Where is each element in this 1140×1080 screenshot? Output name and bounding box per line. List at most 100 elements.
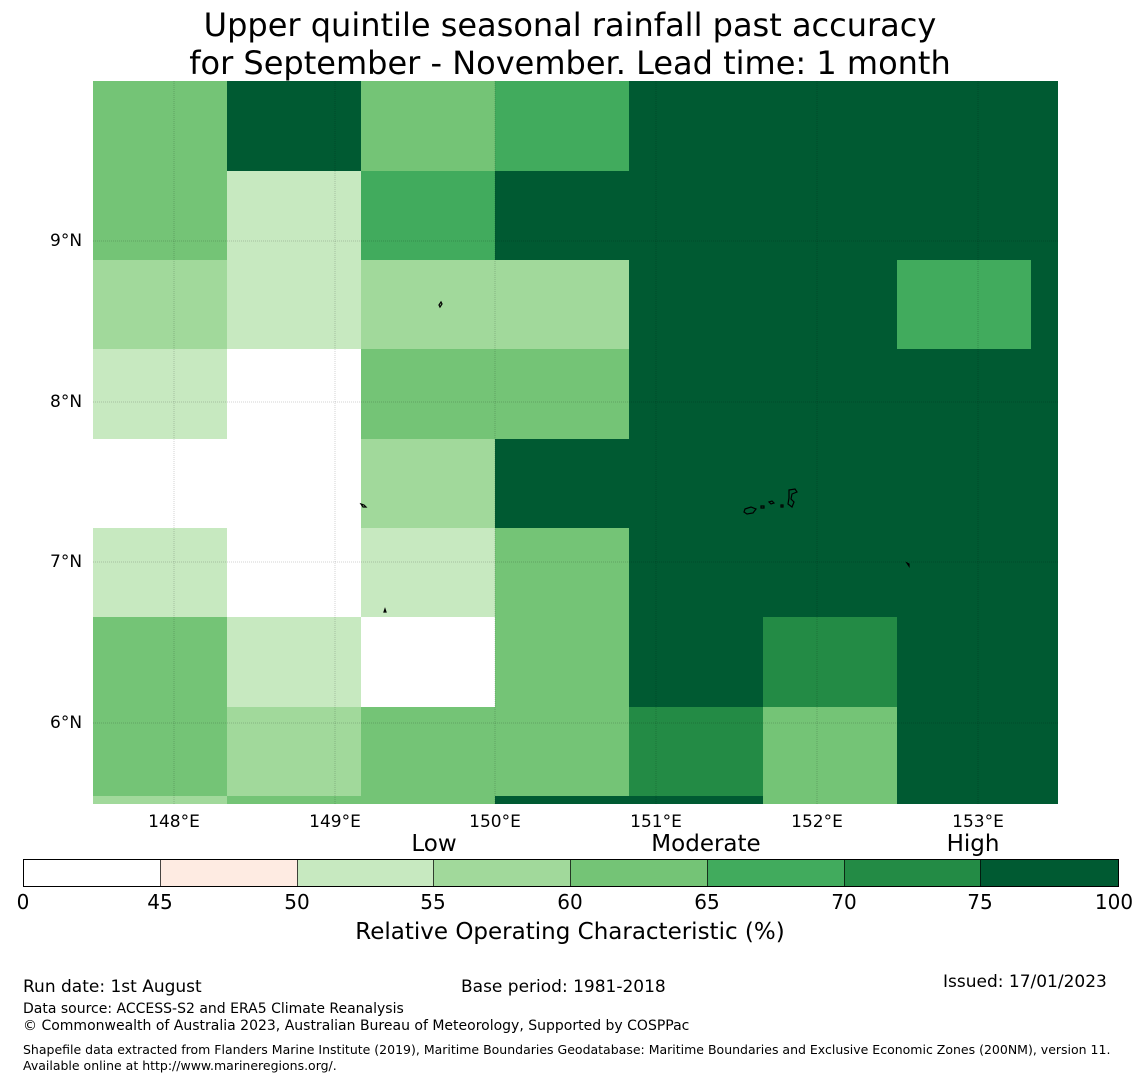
lon-label-148e: 148°E xyxy=(148,812,200,832)
map-cell xyxy=(897,707,1031,796)
colorbar-title: Relative Operating Characteristic (%) xyxy=(355,919,785,945)
category-high-label: High xyxy=(946,831,1000,857)
map-cell xyxy=(361,81,495,171)
island-outline xyxy=(383,607,387,613)
lon-label-153e: 153°E xyxy=(952,812,1004,832)
map-cell xyxy=(763,528,897,617)
map-cell xyxy=(763,349,897,439)
lat-label-9n: 9°N xyxy=(50,231,83,251)
map-cell xyxy=(361,707,495,796)
colorbar-segment xyxy=(297,859,434,887)
island-outline xyxy=(787,488,798,508)
shapefile-credit: Shapefile data extracted from Flanders M… xyxy=(23,1042,1111,1073)
map-cell xyxy=(763,617,897,707)
map-cell xyxy=(93,707,227,796)
map-cell xyxy=(361,796,495,804)
map-cell xyxy=(227,81,361,171)
map-cell xyxy=(227,439,361,528)
map-cell xyxy=(227,171,361,260)
map-cell xyxy=(227,796,361,804)
map-cell xyxy=(629,796,763,804)
lat-label-6n: 6°N xyxy=(50,713,83,733)
copyright: © Commonwealth of Australia 2023, Austra… xyxy=(23,1018,690,1034)
map-cell xyxy=(629,528,763,617)
colorbar-segment xyxy=(570,859,708,887)
map-cell xyxy=(897,528,1031,617)
colorbar-outline xyxy=(23,859,1119,887)
map-cell xyxy=(227,260,361,349)
colorbar-tick-0: 0 xyxy=(16,890,30,914)
lat-label-7n: 7°N xyxy=(50,552,83,572)
map-cell xyxy=(361,349,495,439)
map-cell xyxy=(93,617,227,707)
map-cell xyxy=(1031,260,1058,349)
map-cell xyxy=(897,796,1031,804)
map-cell xyxy=(227,707,361,796)
map-cell xyxy=(1031,171,1058,260)
title-line-2: for September - November. Lead time: 1 m… xyxy=(189,44,951,82)
map-title: Upper quintile seasonal rainfall past ac… xyxy=(0,6,1140,82)
map-cell xyxy=(629,260,763,349)
map-cell xyxy=(495,349,629,439)
map-cell xyxy=(495,260,629,349)
lon-label-149e: 149°E xyxy=(309,812,361,832)
colorbar-segment xyxy=(707,859,845,887)
colorbar-tick-75: 75 xyxy=(967,890,993,914)
island-outline xyxy=(359,502,368,508)
map-cell xyxy=(897,439,1031,528)
map-cell xyxy=(93,528,227,617)
map-cell xyxy=(897,260,1031,349)
base-period: Base period: 1981-2018 xyxy=(461,977,666,997)
colorbar-tick-55: 55 xyxy=(420,890,446,914)
map-cell xyxy=(1031,707,1058,796)
map-cell xyxy=(629,617,763,707)
lon-label-150e: 150°E xyxy=(469,812,521,832)
map-cell xyxy=(897,171,1031,260)
island-outline xyxy=(438,300,443,309)
map-cell xyxy=(93,171,227,260)
map-cell xyxy=(629,707,763,796)
map-cell xyxy=(93,796,227,804)
map-cell xyxy=(629,439,763,528)
map-cell xyxy=(897,617,1031,707)
colorbar-segment xyxy=(980,859,1119,887)
colorbar-tick-45: 45 xyxy=(147,890,173,914)
map-cell xyxy=(629,349,763,439)
map-cell xyxy=(1031,796,1058,804)
map-cell xyxy=(763,171,897,260)
map-cell xyxy=(629,81,763,171)
map-cell xyxy=(495,707,629,796)
lat-label-8n: 8°N xyxy=(50,392,83,412)
lon-label-152e: 152°E xyxy=(791,812,843,832)
map-cell xyxy=(495,528,629,617)
map-cell xyxy=(1031,81,1058,171)
category-low-label: Low xyxy=(411,831,457,857)
map-cell xyxy=(629,171,763,260)
colorbar-tick-65: 65 xyxy=(694,890,720,914)
map-cell xyxy=(93,349,227,439)
island-outline xyxy=(760,505,765,509)
colorbar-segment xyxy=(160,859,298,887)
map-cell xyxy=(763,707,897,796)
lon-label-151e: 151°E xyxy=(630,812,682,832)
map-cell xyxy=(763,260,897,349)
colorbar-tick-50: 50 xyxy=(284,890,310,914)
colorbar xyxy=(23,859,1119,887)
map-cell xyxy=(897,81,1031,171)
island-outline xyxy=(780,504,784,508)
colorbar-segment xyxy=(844,859,981,887)
colorbar-tick-100: 100 xyxy=(1094,890,1134,914)
map-cell xyxy=(361,439,495,528)
map-cell xyxy=(361,260,495,349)
island-outline xyxy=(743,506,757,515)
issued-date: Issued: 17/01/2023 xyxy=(943,972,1107,992)
title-line-1: Upper quintile seasonal rainfall past ac… xyxy=(203,6,937,44)
run-date: Run date: 1st August xyxy=(23,977,202,997)
map-cell xyxy=(227,349,361,439)
map-cell xyxy=(897,349,1031,439)
map-cell xyxy=(1031,617,1058,707)
data-source: Data source: ACCESS-S2 and ERA5 Climate … xyxy=(23,1001,404,1017)
map-cell xyxy=(361,528,495,617)
map-cell xyxy=(495,81,629,171)
map-cell xyxy=(227,528,361,617)
